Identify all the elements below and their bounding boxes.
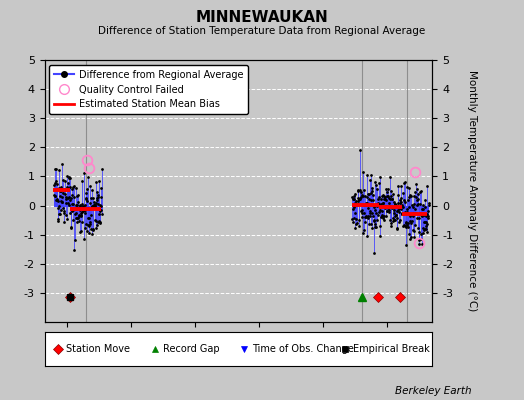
Legend: Difference from Regional Average, Quality Control Failed, Estimated Station Mean: Difference from Regional Average, Qualit… <box>49 65 248 114</box>
Y-axis label: Monthly Temperature Anomaly Difference (°C): Monthly Temperature Anomaly Difference (… <box>467 70 477 312</box>
Text: Empirical Break: Empirical Break <box>353 344 430 354</box>
Text: Difference of Station Temperature Data from Regional Average: Difference of Station Temperature Data f… <box>99 26 425 36</box>
Text: MINNEWAUKAN: MINNEWAUKAN <box>195 10 329 25</box>
Text: Record Gap: Record Gap <box>163 344 220 354</box>
Text: Time of Obs. Change: Time of Obs. Change <box>252 344 354 354</box>
Text: Berkeley Earth: Berkeley Earth <box>395 386 472 396</box>
Text: Station Move: Station Move <box>66 344 130 354</box>
